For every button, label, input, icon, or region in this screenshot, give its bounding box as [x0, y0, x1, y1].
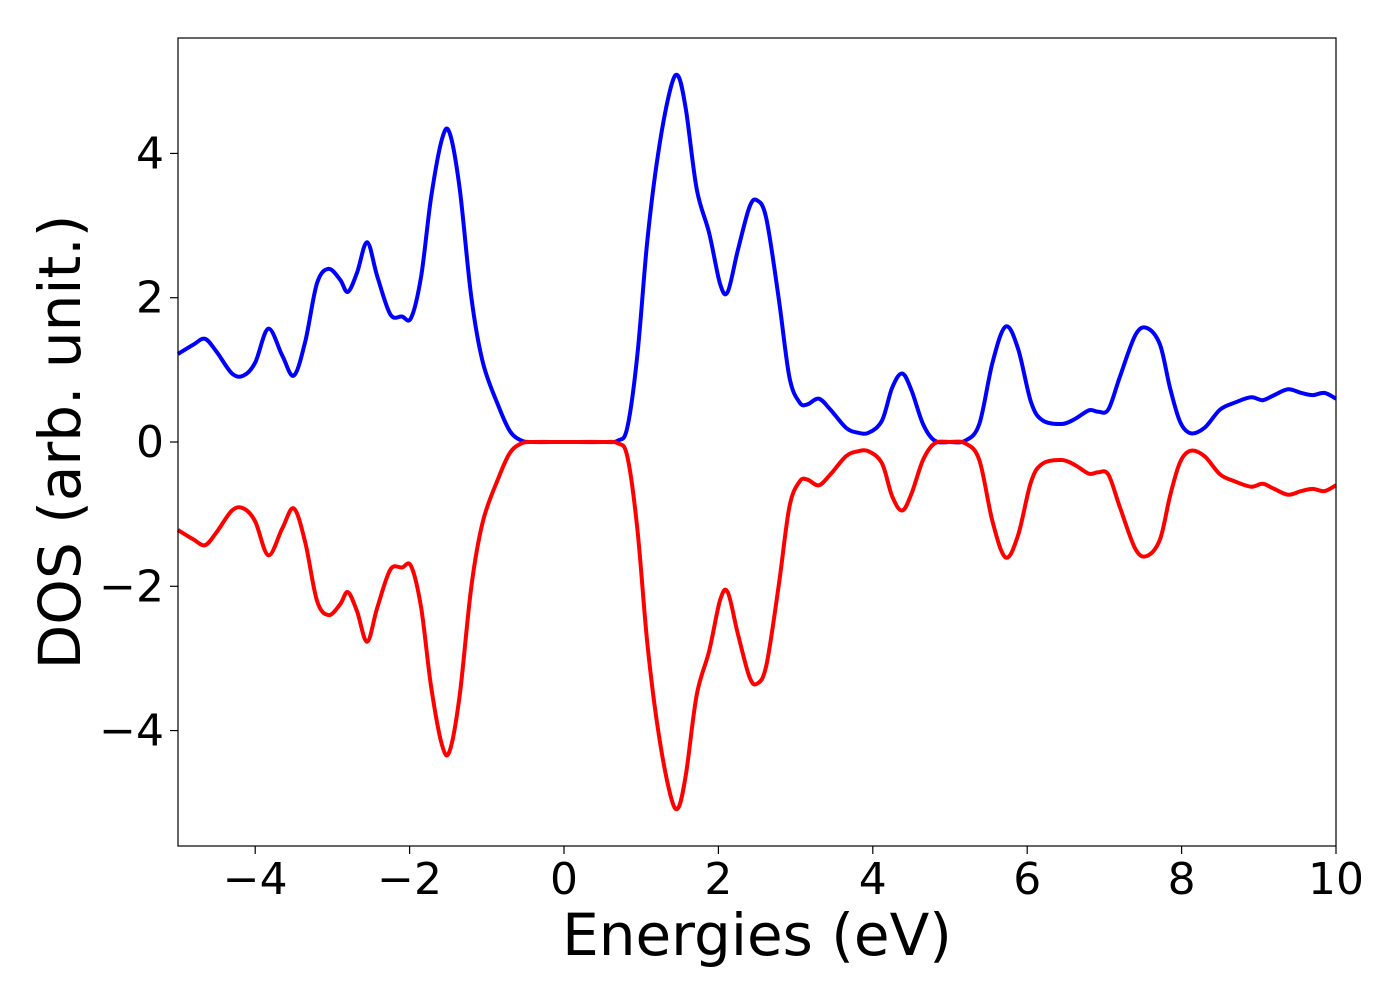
x-axis-ticks: −4 −2 0 2 4 6 8 10 — [223, 846, 1364, 905]
x-tick-label: 2 — [704, 854, 732, 905]
y-tick-label: 0 — [136, 417, 164, 468]
x-axis-label: Energies (eV) — [562, 901, 952, 969]
y-tick-label: 2 — [136, 273, 164, 324]
dos-line-blue — [176, 72, 1337, 445]
y-axis-ticks: 4 2 0 −2 −4 — [99, 128, 178, 757]
series-layer — [176, 72, 1337, 812]
dos-line-red — [176, 439, 1337, 812]
x-tick-label: 4 — [859, 854, 887, 905]
plot-frame — [177, 37, 1337, 847]
x-tick-label: 6 — [1013, 854, 1041, 905]
x-tick-label: −4 — [223, 854, 288, 905]
x-tick-label: 8 — [1168, 854, 1196, 905]
x-tick-label: −2 — [377, 854, 442, 905]
y-tick-label: −2 — [99, 561, 164, 612]
x-tick-label: 10 — [1308, 854, 1364, 905]
y-axis-label: DOS (arb. unit.) — [26, 215, 94, 670]
y-tick-label: 4 — [136, 128, 164, 179]
y-tick-label: −4 — [99, 706, 164, 757]
x-tick-label: 0 — [550, 854, 578, 905]
